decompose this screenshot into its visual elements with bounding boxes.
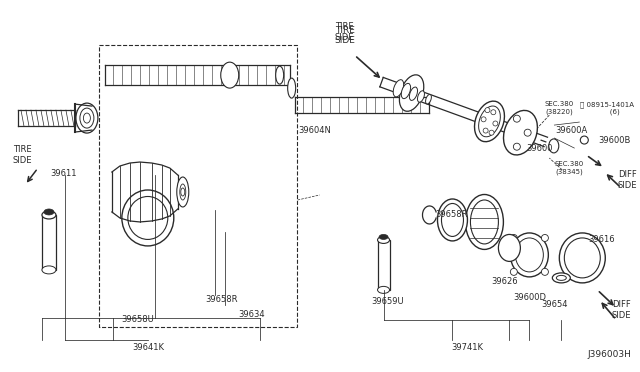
- Text: 39658U: 39658U: [122, 315, 154, 324]
- Text: J396003H: J396003H: [588, 350, 631, 359]
- Text: Ⓟ 08915-1401A
       (6): Ⓟ 08915-1401A (6): [580, 101, 634, 115]
- Ellipse shape: [510, 268, 517, 275]
- Text: 39600: 39600: [526, 144, 552, 153]
- Ellipse shape: [426, 94, 431, 104]
- Ellipse shape: [564, 238, 600, 278]
- Ellipse shape: [42, 211, 56, 219]
- Text: 39659U: 39659U: [371, 297, 404, 307]
- Ellipse shape: [44, 209, 54, 215]
- Ellipse shape: [276, 66, 284, 84]
- Text: 39611: 39611: [51, 169, 77, 177]
- Text: 39741K: 39741K: [451, 343, 483, 352]
- Text: TIRE: TIRE: [335, 26, 355, 35]
- Ellipse shape: [76, 103, 98, 133]
- Ellipse shape: [83, 113, 90, 123]
- Ellipse shape: [438, 199, 467, 241]
- Text: TIRE
SIDE: TIRE SIDE: [12, 145, 32, 165]
- Text: 39600A: 39600A: [555, 126, 588, 135]
- Text: DIFF
SIDE: DIFF SIDE: [618, 170, 637, 190]
- Text: 39600D: 39600D: [513, 294, 546, 302]
- Text: 39634: 39634: [238, 310, 265, 319]
- Ellipse shape: [417, 91, 424, 102]
- Ellipse shape: [499, 234, 520, 262]
- Ellipse shape: [399, 75, 424, 111]
- Text: 39616: 39616: [588, 235, 614, 244]
- Ellipse shape: [483, 128, 488, 133]
- Ellipse shape: [524, 129, 531, 136]
- Text: SEC.380
(38220): SEC.380 (38220): [545, 101, 574, 115]
- Ellipse shape: [442, 203, 463, 237]
- Ellipse shape: [479, 106, 500, 137]
- Text: 39641K: 39641K: [132, 343, 164, 352]
- Ellipse shape: [556, 275, 566, 280]
- Text: TIRE
SIDE: TIRE SIDE: [335, 22, 355, 42]
- Ellipse shape: [513, 115, 520, 122]
- Ellipse shape: [379, 234, 388, 240]
- Ellipse shape: [559, 233, 605, 283]
- Text: 39600B: 39600B: [598, 135, 630, 145]
- Ellipse shape: [221, 62, 239, 88]
- Text: 39658R: 39658R: [435, 211, 468, 219]
- Ellipse shape: [177, 177, 189, 207]
- Ellipse shape: [552, 273, 570, 283]
- Text: SEC.380
(38345): SEC.380 (38345): [555, 161, 584, 175]
- Ellipse shape: [42, 266, 56, 274]
- Ellipse shape: [470, 200, 499, 244]
- Ellipse shape: [548, 139, 559, 153]
- Ellipse shape: [378, 286, 390, 294]
- Ellipse shape: [541, 234, 548, 241]
- Ellipse shape: [401, 83, 411, 99]
- Ellipse shape: [287, 78, 296, 98]
- Ellipse shape: [510, 234, 517, 241]
- Text: 39654: 39654: [541, 300, 568, 310]
- Ellipse shape: [180, 184, 186, 200]
- Text: DIFF
SIDE: DIFF SIDE: [611, 300, 631, 320]
- Ellipse shape: [541, 268, 548, 275]
- Ellipse shape: [481, 117, 486, 122]
- Ellipse shape: [504, 110, 538, 155]
- Bar: [99, 45, 297, 327]
- Bar: [378, 240, 390, 290]
- Ellipse shape: [80, 108, 94, 128]
- Ellipse shape: [513, 143, 520, 150]
- Bar: [42, 215, 56, 270]
- Ellipse shape: [510, 233, 548, 277]
- Ellipse shape: [465, 195, 504, 249]
- Ellipse shape: [180, 188, 185, 196]
- Ellipse shape: [580, 136, 588, 144]
- Ellipse shape: [122, 190, 174, 246]
- Text: 39658R: 39658R: [205, 295, 238, 304]
- Ellipse shape: [493, 121, 498, 126]
- Text: 39626: 39626: [491, 278, 518, 286]
- Ellipse shape: [128, 196, 168, 240]
- Ellipse shape: [393, 80, 404, 97]
- Ellipse shape: [515, 238, 543, 272]
- Text: SIDE: SIDE: [334, 36, 355, 45]
- Ellipse shape: [378, 237, 390, 243]
- Ellipse shape: [474, 101, 504, 142]
- Ellipse shape: [491, 110, 496, 115]
- Text: 39604N: 39604N: [298, 126, 331, 135]
- Ellipse shape: [489, 130, 494, 135]
- Ellipse shape: [485, 108, 490, 113]
- Ellipse shape: [410, 87, 417, 100]
